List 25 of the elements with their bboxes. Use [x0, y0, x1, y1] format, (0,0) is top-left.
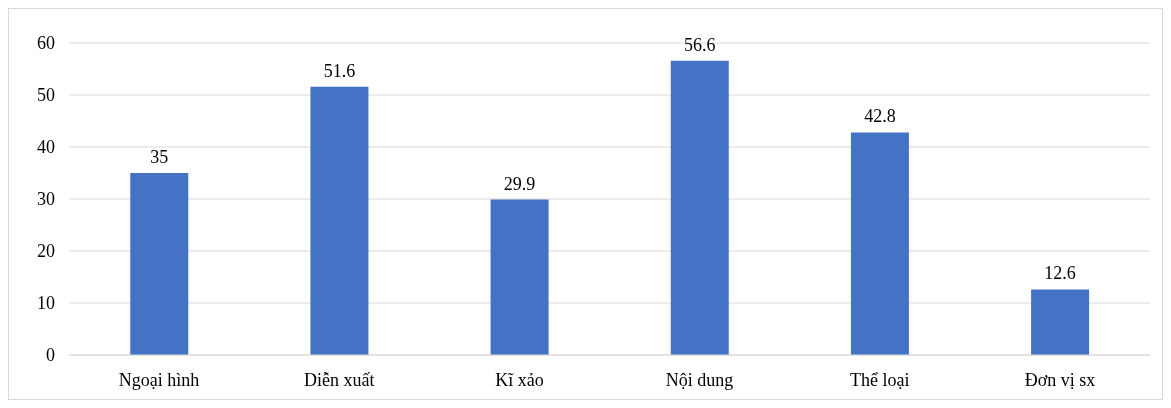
- data-label: 35: [150, 147, 169, 167]
- bar: [670, 60, 729, 355]
- data-label: 12.6: [1044, 263, 1076, 284]
- y-tick-label: 40: [37, 137, 55, 158]
- y-tick-label: 30: [37, 189, 55, 210]
- bar: [1031, 289, 1090, 355]
- y-tick-label: 50: [37, 85, 55, 106]
- bar: [310, 86, 369, 355]
- x-tick-label: Nội dung: [665, 369, 734, 390]
- data-label: 29.9: [503, 173, 536, 194]
- y-tick-label: 0: [46, 345, 55, 366]
- x-tick-label: Đơn vị sx: [1024, 369, 1096, 390]
- x-tick-label: Thể loại: [850, 369, 910, 390]
- x-tick-label: Kĩ xảo: [495, 369, 544, 390]
- bar: [850, 132, 909, 355]
- data-label: 42.8: [864, 106, 896, 127]
- data-label: 51.6: [323, 60, 356, 81]
- y-tick-label: 10: [37, 293, 55, 314]
- x-tick-label: Ngoại hình: [118, 369, 200, 390]
- x-tick-label: Diễn xuất: [304, 369, 375, 390]
- bar: [130, 173, 189, 355]
- bar: [490, 199, 549, 355]
- y-tick-label: 20: [37, 241, 55, 262]
- y-tick-label: 60: [37, 33, 55, 54]
- data-label: 56.6: [684, 34, 716, 55]
